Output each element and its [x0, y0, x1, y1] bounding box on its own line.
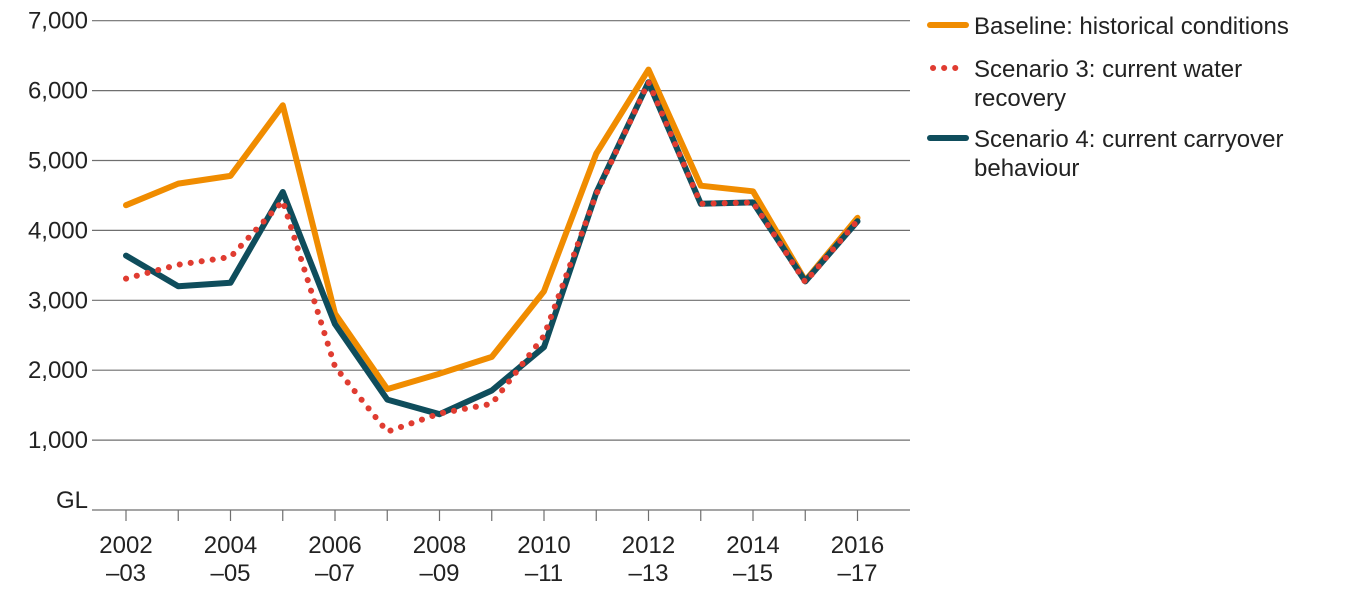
legend: Baseline: historical conditions Scenario …: [927, 13, 1289, 182]
x-tick-label: 2006: [308, 532, 361, 559]
x-tick-label: 2014: [726, 532, 779, 559]
x-tick-label: 2008: [413, 532, 466, 559]
x-tick-label-suffix: –03: [106, 560, 146, 587]
legend-label: recovery: [974, 85, 1066, 112]
y-tick-label: 2,000: [28, 357, 88, 384]
legend-label: Scenario 3: current water: [974, 56, 1242, 83]
y-tick-label: 3,000: [28, 287, 88, 314]
legend-label: Baseline: historical conditions: [974, 13, 1289, 40]
y-tick-label: 7,000: [28, 8, 88, 35]
legend-label: Scenario 4: current carryover: [974, 126, 1283, 153]
series-line-1: [123, 66, 861, 393]
legend-label: behaviour: [974, 155, 1079, 182]
series-line-2: [123, 79, 861, 435]
y-axis-unit-label: GL: [56, 487, 88, 514]
x-tick-label: 2016: [831, 532, 884, 559]
x-tick-label-suffix: –05: [210, 560, 250, 587]
series-line-3: [123, 79, 861, 418]
grid-lines: [92, 20, 910, 441]
x-axis: 2002–032004–052006–072008–092010–112012–…: [92, 509, 910, 587]
x-tick-label-suffix: –13: [628, 560, 668, 587]
x-tick-label: 2002: [99, 532, 152, 559]
x-tick-label-suffix: –15: [733, 560, 773, 587]
y-tick-label: 6,000: [28, 78, 88, 105]
x-tick-label: 2004: [204, 532, 257, 559]
x-tick-label-suffix: –07: [315, 560, 355, 587]
y-tick-label: 5,000: [28, 148, 88, 175]
series-lines: [123, 66, 861, 435]
x-tick-label-suffix: –17: [837, 560, 877, 587]
x-tick-label: 2012: [622, 532, 675, 559]
y-axis-tick-labels: 1,000 2,000 3,000 4,000 5,000 6,000 7,000: [28, 8, 88, 454]
x-tick-label-suffix: –11: [525, 560, 563, 587]
x-tick-label-suffix: –09: [419, 560, 459, 587]
x-tick-label: 2010: [517, 532, 570, 559]
y-tick-label: 4,000: [28, 217, 88, 244]
y-tick-label: 1,000: [28, 427, 88, 454]
